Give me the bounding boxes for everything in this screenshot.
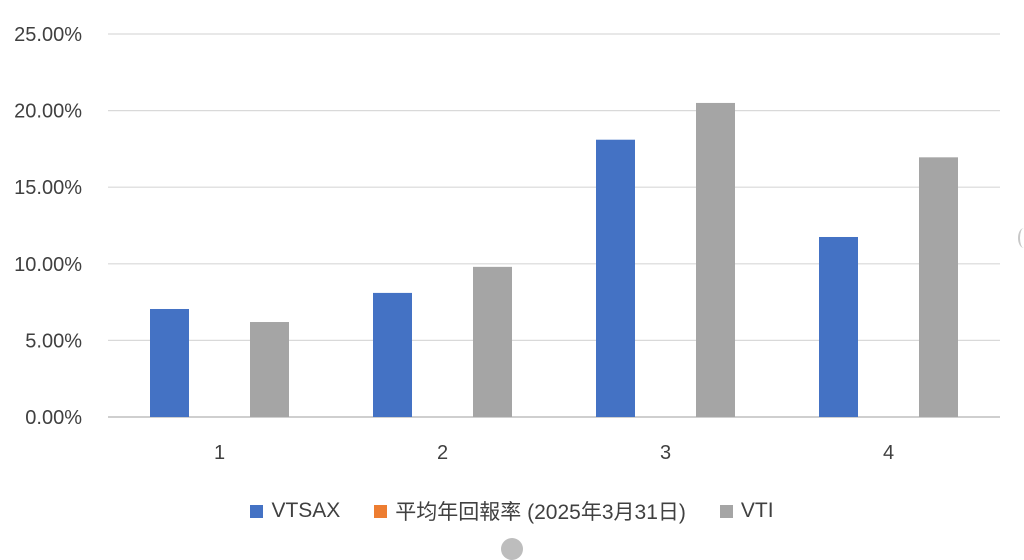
x-tick-label: 1 [214, 442, 225, 464]
bar-vtsax-4 [819, 236, 858, 417]
legend-label-average-return: 平均年回報率 (2025年3月31日) [395, 501, 686, 524]
bar-vti-1 [250, 322, 289, 417]
bar-vtsax-3 [596, 139, 635, 417]
bar-vtsax-1 [150, 308, 189, 417]
y-tick-label: 10.00% [14, 254, 82, 276]
y-tick-label: 25.00% [14, 24, 82, 46]
legend-item-vti: VTI [719, 499, 774, 523]
legend-label-vtsax: VTSAX [271, 499, 341, 522]
bar-chart: 0.00% 5.00% 10.00% 15.00% 20.00% 25.00% 1 2 3 4 [14, 24, 1000, 464]
x-axis-ticks: 1 2 3 4 [214, 442, 894, 464]
scroll-dot-icon [501, 538, 523, 560]
y-tick-label: 0.00% [25, 407, 82, 429]
legend-item-vtsax: VTSAX [250, 499, 340, 523]
legend-label-vti: VTI [740, 499, 774, 522]
bar-vti-2 [473, 266, 512, 417]
legend-item-average-return: 平均年回報率 (2025年3月31日) [374, 496, 686, 526]
y-tick-label: 20.00% [14, 101, 82, 123]
bars [150, 102, 958, 418]
legend: VTSAX 平均年回報率 (2025年3月31日) VTI [0, 496, 1024, 526]
legend-swatch-average-return [374, 504, 388, 518]
y-tick-label: 15.00% [14, 177, 82, 199]
bar-vti-4 [919, 157, 958, 418]
gridlines [108, 33, 1000, 418]
y-tick-label: 5.00% [25, 330, 82, 352]
x-tick-label: 3 [660, 442, 671, 464]
x-tick-label: 4 [883, 442, 894, 464]
edge-fragment-icon [1018, 228, 1024, 248]
bar-vtsax-2 [373, 292, 412, 417]
legend-swatch-vti [719, 504, 733, 518]
legend-swatch-vtsax [250, 504, 264, 518]
bar-vti-3 [696, 102, 735, 417]
y-axis-ticks: 0.00% 5.00% 10.00% 15.00% 20.00% 25.00% [14, 24, 82, 429]
x-tick-label: 2 [437, 442, 448, 464]
